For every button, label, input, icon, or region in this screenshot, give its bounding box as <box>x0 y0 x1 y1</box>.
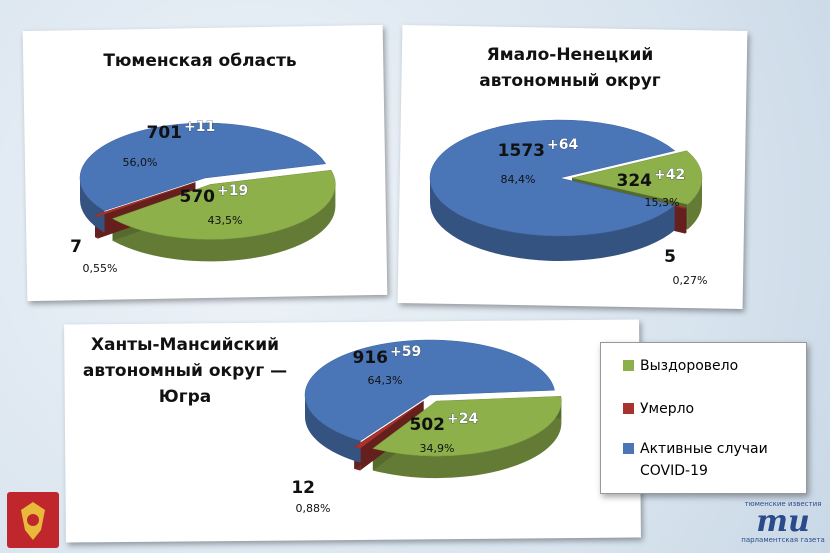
count-label: 12 <box>291 478 315 498</box>
brand-logo: mu <box>756 504 810 539</box>
percent-label: 0,55% <box>83 262 118 275</box>
legend-label: Умерло <box>640 401 695 417</box>
legend-entry: Выздоровело <box>623 355 798 377</box>
legend-swatch <box>623 360 634 371</box>
slice-side <box>687 177 702 230</box>
increase-label: +24 <box>447 411 478 427</box>
legend-swatch <box>623 403 634 414</box>
count-label: 570 <box>180 187 216 207</box>
count-label: 502 <box>410 415 446 435</box>
legend-label: Активные случаи COVID-19 <box>640 441 768 479</box>
brand-bottom: парламентская газета <box>741 536 825 544</box>
percent-label: 0,88% <box>296 502 331 515</box>
percent-label: 34,9% <box>420 442 455 455</box>
increase-label: +59 <box>390 344 421 360</box>
legend-entry: Умерло <box>623 398 798 420</box>
slice <box>353 400 424 449</box>
percent-label: 0,27% <box>673 274 708 287</box>
chart-title: Ханты-Мансийский автономный округ — Югра <box>82 335 288 407</box>
slice-side <box>112 184 336 262</box>
percent-label: 43,5% <box>208 214 243 227</box>
slice-side <box>305 395 361 463</box>
slice <box>429 119 676 237</box>
count-label: 5 <box>664 247 676 267</box>
percent-label: 64,3% <box>368 374 403 387</box>
increase-label: +19 <box>217 183 248 199</box>
count-label: 7 <box>70 237 82 257</box>
brand-top: тюменские известия <box>744 500 822 508</box>
slice <box>372 396 562 457</box>
increase-label: +11 <box>184 119 215 135</box>
count-label: 1573 <box>498 141 545 161</box>
count-label: 324 <box>617 171 653 191</box>
slice <box>111 169 336 240</box>
count-label: 701 <box>147 123 183 143</box>
chart-title: Тюменская область <box>103 51 297 71</box>
slice-side <box>429 178 675 261</box>
chart-title: Ямало-Ненецкий автономный округ <box>479 45 661 91</box>
legend: Выздоровело Умерло Активные случаи COVID-1… <box>600 342 807 494</box>
percent-label: 56,0% <box>123 156 158 169</box>
slice-cut <box>354 401 424 469</box>
legend-swatch <box>623 443 634 454</box>
increase-label: +42 <box>654 167 685 183</box>
increase-label: +64 <box>547 137 578 153</box>
count-label: 916 <box>353 348 389 368</box>
emblem <box>7 492 59 548</box>
legend-label: Выздоровело <box>640 358 739 374</box>
slice <box>79 122 327 211</box>
slice-side <box>372 401 562 479</box>
logo: тюменские известия mu парламентская газе… <box>738 500 828 544</box>
legend-entry: Активные случаи COVID-19 <box>623 438 798 482</box>
slice <box>304 339 555 442</box>
slice <box>571 150 703 205</box>
percent-label: 15,3% <box>645 196 680 209</box>
percent-label: 84,4% <box>501 173 536 186</box>
slice <box>94 182 196 217</box>
slice-side <box>80 178 105 233</box>
